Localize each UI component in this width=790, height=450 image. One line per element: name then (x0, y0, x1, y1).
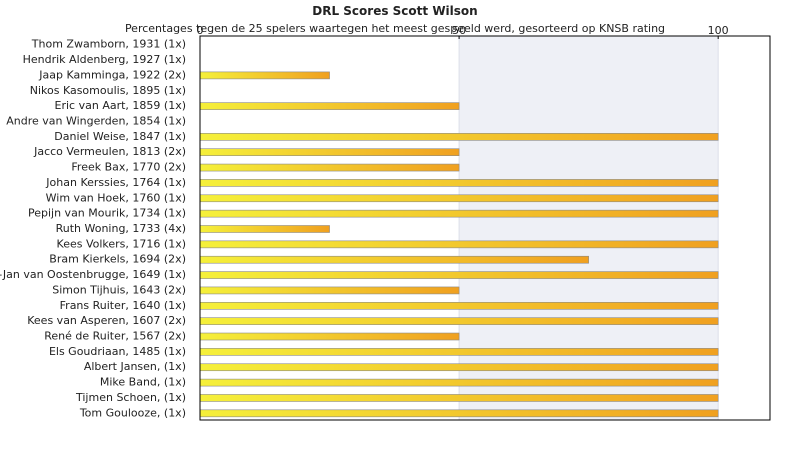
category-label: Johan Kerssies, 1764 (1x) (45, 176, 186, 189)
category-label: Gert-Jan van Oostenbrugge, 1649 (1x) (0, 268, 186, 281)
bar (199, 317, 719, 325)
bar (199, 409, 719, 418)
category-label: Jaap Kamminga, 1922 (2x) (38, 68, 186, 81)
bar (199, 225, 330, 233)
bar (199, 348, 719, 356)
category-label: Wim van Hoek, 1760 (1x) (46, 191, 186, 204)
x-tick-label: 100 (708, 24, 729, 37)
bar (199, 332, 460, 341)
category-label: Thom Zwamborn, 1931 (1x) (31, 38, 186, 51)
bar (199, 163, 460, 172)
bar (199, 71, 330, 80)
category-label: Daniel Weise, 1847 (1x) (54, 130, 186, 143)
bar (199, 179, 719, 187)
category-label: Hendrik Aldenberg, 1927 (1x) (23, 53, 186, 66)
category-label: Albert Jansen, (1x) (84, 360, 186, 373)
bar (199, 209, 719, 218)
category-label: Jacco Vermeulen, 1813 (2x) (33, 145, 186, 158)
bar (199, 271, 719, 279)
bar (199, 102, 460, 110)
category-label: René de Ruiter, 1567 (2x) (44, 330, 186, 343)
category-label: Mike Band, (1x) (100, 376, 186, 389)
category-label: Ruth Woning, 1733 (4x) (56, 222, 186, 235)
grid-band (459, 36, 719, 420)
category-label: Nikos Kasomoulis, 1895 (1x) (30, 84, 186, 97)
bar (199, 378, 719, 387)
category-label: Bram Kierkels, 1694 (2x) (49, 253, 186, 266)
bar (199, 255, 589, 264)
category-label: Tom Goulooze, (1x) (79, 406, 186, 419)
category-label: Andre van Wingerden, 1854 (1x) (6, 114, 186, 127)
category-label: Els Goudriaan, 1485 (1x) (49, 345, 186, 358)
bar (199, 394, 719, 402)
bar (199, 363, 719, 372)
category-label: Pepijn van Mourik, 1734 (1x) (28, 207, 186, 220)
bar (199, 301, 719, 310)
category-label: Frans Ruiter, 1640 (1x) (60, 299, 186, 312)
category-label: Eric van Aart, 1859 (1x) (55, 99, 186, 112)
chart-subtitle: Percentages tegen de 25 spelers waartege… (124, 22, 666, 35)
category-label: Simon Tijhuis, 1643 (2x) (52, 283, 186, 296)
bar (199, 286, 460, 295)
chart-title: DRL Scores Scott Wilson (312, 4, 478, 18)
plot-frame (199, 35, 771, 421)
category-label: Tijmen Schoen, (1x) (75, 391, 186, 404)
bar (199, 133, 719, 141)
bar (199, 240, 719, 249)
category-label: Kees van Asperen, 1607 (2x) (27, 314, 186, 327)
bar (199, 148, 460, 156)
x-tick-label: 50 (452, 24, 466, 37)
category-label: Kees Volkers, 1716 (1x) (57, 237, 186, 250)
category-label: Freek Bax, 1770 (2x) (71, 161, 186, 174)
bar (199, 194, 719, 203)
x-tick-label: 0 (197, 24, 204, 37)
